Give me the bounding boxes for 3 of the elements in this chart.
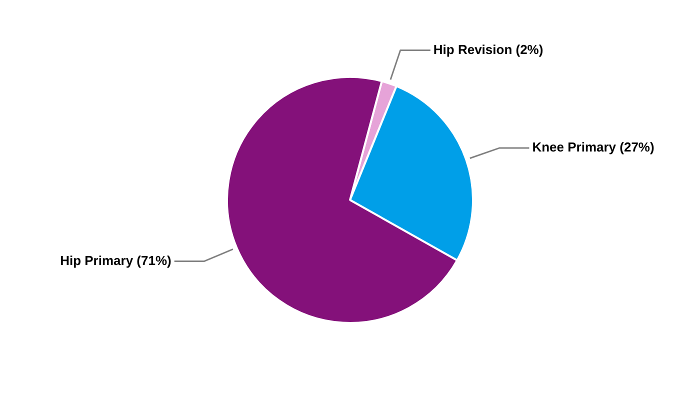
- slice-label: Hip Revision (2%): [433, 42, 544, 57]
- slice-label: Knee Primary (27%): [532, 140, 654, 155]
- slice-label: Hip Primary (71%): [60, 252, 172, 268]
